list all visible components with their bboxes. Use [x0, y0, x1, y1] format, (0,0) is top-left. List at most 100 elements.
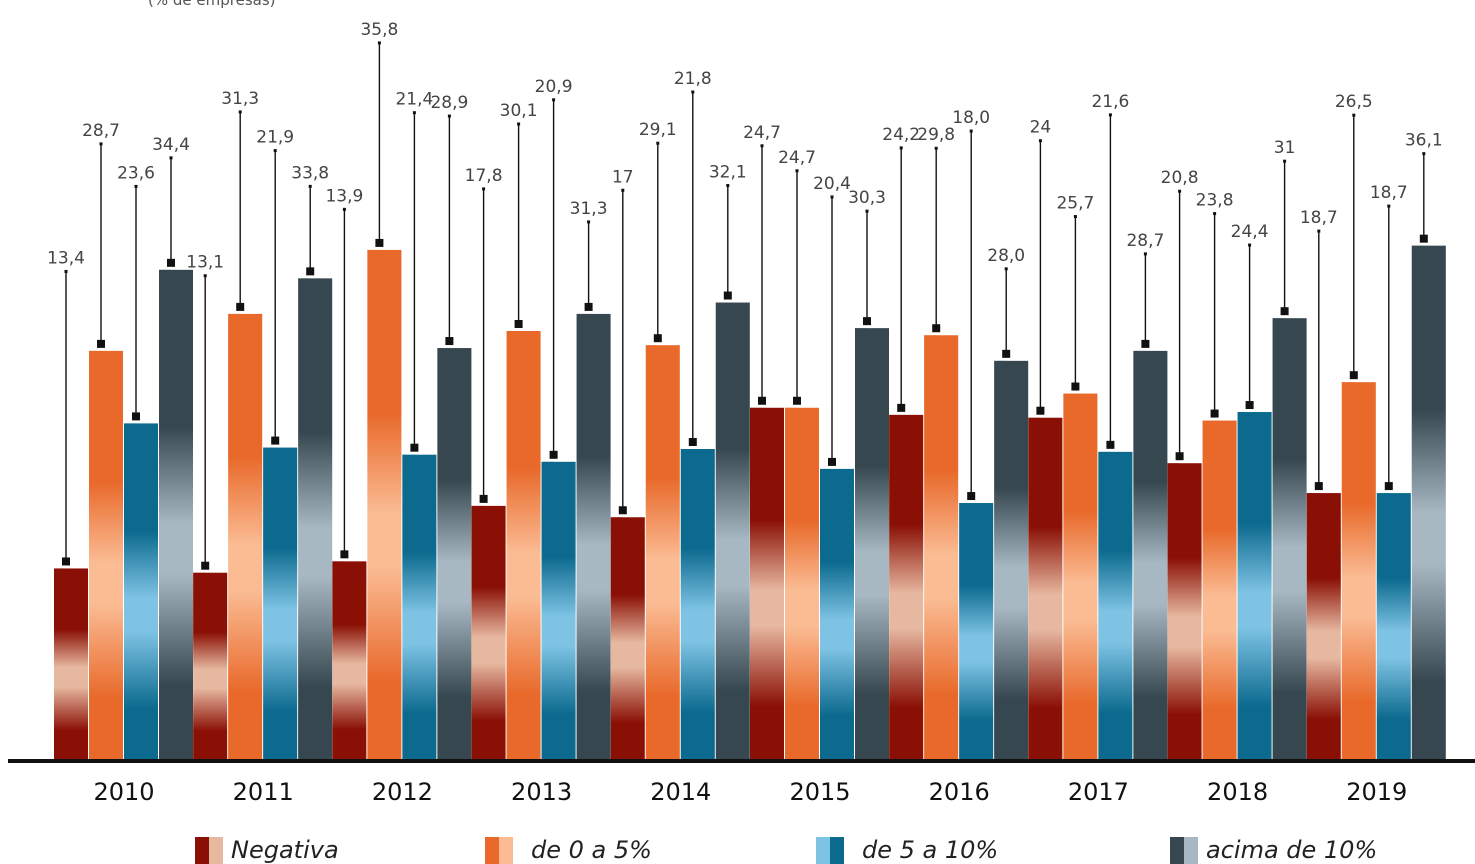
leader-marker-2010-series-0	[62, 557, 70, 566]
legend-label: acima de 10%	[1206, 836, 1378, 864]
legend: Negativa de 0 a 5% de 5 a 10% acima de 1…	[0, 836, 1475, 864]
bar-highlight-2012-series-0	[332, 561, 345, 759]
leader-end-2014-series-1	[656, 141, 660, 145]
leader-marker-2017-series-0	[1036, 406, 1045, 415]
data-label-2014-series-3: 32,1	[709, 163, 747, 183]
legend-swatch-dark	[1170, 836, 1184, 864]
bar-highlight-2011-series-0	[193, 572, 206, 759]
x-tick-label-2011: 2011	[233, 778, 294, 806]
leader-end-2018-series-1	[1213, 212, 1217, 216]
leader-end-2015-series-3	[865, 209, 869, 213]
leader-end-2013-series-1	[517, 122, 521, 126]
leader-end-2013-series-0	[482, 187, 486, 191]
leader-end-2012-series-2	[412, 111, 416, 115]
x-tick-label-2015: 2015	[789, 778, 850, 806]
bar-highlight-2011-series-2	[263, 447, 276, 759]
leader-marker-2018-series-0	[1175, 452, 1184, 461]
bar-highlight-2015-series-3	[855, 328, 867, 759]
bar-highlight-2017-series-3	[1133, 350, 1146, 759]
bar-highlight-2013-series-0	[471, 505, 484, 759]
leader-marker-2016-series-1	[932, 324, 941, 333]
legend-swatch-light	[816, 836, 830, 864]
leader-marker-2015-series-0	[758, 396, 766, 405]
bar-highlight-2019-series-3	[1411, 245, 1424, 759]
bar-highlight-2019-series-1	[1341, 382, 1354, 759]
leader-marker-2010-series-1	[97, 339, 105, 348]
data-label-2017-series-0: 24	[1030, 118, 1052, 138]
bars-layer	[54, 245, 1446, 759]
leader-marker-2014-series-0	[618, 506, 627, 515]
bar-highlight-2018-series-3	[1272, 318, 1285, 759]
bar-highlight-2012-series-1	[367, 249, 380, 759]
leader-marker-2012-series-1	[375, 238, 384, 247]
leader-end-2018-series-2	[1248, 243, 1252, 247]
bar-highlight-2015-series-0	[750, 407, 762, 759]
bar-highlight-2018-series-0	[1167, 463, 1180, 759]
leader-marker-2010-series-2	[132, 412, 140, 421]
legend-item-0-5: de 0 a 5%	[485, 836, 652, 864]
data-label-2013-series-0: 17,8	[465, 166, 503, 186]
leader-end-2015-series-1	[795, 169, 799, 173]
x-tick-label-2018: 2018	[1207, 778, 1268, 806]
bar-highlight-2016-series-2	[959, 503, 972, 759]
bar-highlight-2014-series-3	[715, 302, 728, 759]
bar-highlight-2010-series-2	[124, 423, 136, 759]
bar-highlight-2014-series-1	[645, 345, 658, 759]
bar-highlight-2013-series-1	[506, 330, 519, 759]
x-tick-label-2017: 2017	[1068, 778, 1129, 806]
leader-marker-2015-series-3	[863, 317, 871, 326]
legend-label: Negativa	[231, 836, 339, 864]
leader-marker-2017-series-3	[1141, 339, 1150, 348]
data-label-2018-series-3: 31	[1274, 138, 1296, 158]
legend-item-negativa: Negativa	[195, 836, 339, 864]
leader-marker-2015-series-2	[828, 457, 836, 466]
x-tick-labels-layer: 2010 2011 2012 2013 2014 2015 2016 2017 2018 2019	[93, 778, 1407, 806]
data-label-2012-series-2: 21,4	[395, 90, 433, 110]
leader-marker-2012-series-0	[340, 550, 349, 559]
bar-highlight-2010-series-0	[54, 568, 66, 759]
x-tick-label-2013: 2013	[511, 778, 572, 806]
bar-highlight-2014-series-0	[610, 517, 623, 759]
data-label-2014-series-1: 29,1	[639, 120, 677, 140]
data-label-2010-series-1: 28,7	[82, 121, 120, 141]
leader-end-2019-series-0	[1317, 229, 1321, 233]
leader-marker-2013-series-2	[549, 450, 558, 459]
leader-marker-2012-series-2	[410, 443, 419, 452]
leader-end-2010-series-0	[64, 269, 68, 273]
data-label-2017-series-2: 21,6	[1091, 92, 1129, 112]
data-label-2019-series-3: 36,1	[1405, 131, 1443, 151]
data-label-2012-series-1: 35,8	[360, 20, 398, 40]
data-label-2016-series-2: 18,0	[952, 108, 990, 128]
leader-marker-2013-series-0	[479, 494, 488, 503]
leader-marker-2014-series-2	[688, 438, 697, 447]
bar-highlight-2017-series-1	[1063, 393, 1076, 759]
leader-end-2013-series-2	[552, 98, 556, 102]
data-label-2019-series-1: 26,5	[1335, 92, 1373, 112]
data-label-2015-series-2: 20,4	[813, 174, 851, 194]
leader-marker-2019-series-1	[1349, 371, 1358, 380]
leader-marker-2011-series-1	[236, 302, 245, 311]
leader-end-2015-series-0	[760, 144, 764, 148]
x-tick-label-2010: 2010	[93, 778, 154, 806]
data-label-2011-series-3: 33,8	[291, 163, 329, 183]
bar-highlight-2017-series-0	[1028, 417, 1041, 759]
data-label-2016-series-0: 24,2	[882, 125, 920, 145]
leader-marker-2014-series-3	[723, 291, 732, 300]
leader-end-2010-series-2	[134, 184, 138, 188]
data-label-2014-series-0: 17	[612, 167, 634, 187]
label-leaders-layer	[62, 41, 1428, 570]
legend-item-above-10: acima de 10%	[1170, 836, 1377, 864]
data-label-2010-series-0: 13,4	[47, 248, 85, 268]
leader-marker-2017-series-1	[1071, 382, 1080, 391]
leader-end-2017-series-3	[1143, 252, 1147, 256]
leader-end-2012-series-0	[342, 207, 346, 211]
leader-marker-2012-series-3	[445, 337, 454, 346]
leader-marker-2018-series-1	[1210, 409, 1219, 418]
leader-marker-2011-series-2	[271, 436, 280, 445]
bar-highlight-2016-series-0	[889, 414, 902, 759]
leader-end-2018-series-3	[1283, 159, 1287, 163]
leader-end-2016-series-3	[1004, 267, 1008, 271]
data-labels-layer: 13,4 28,7 23,6 34,4 13,1 31,3 21,9 33,8 13,9 35,8…	[47, 20, 1443, 273]
leader-end-2016-series-1	[934, 146, 938, 150]
bar-highlight-2011-series-3	[298, 278, 311, 759]
